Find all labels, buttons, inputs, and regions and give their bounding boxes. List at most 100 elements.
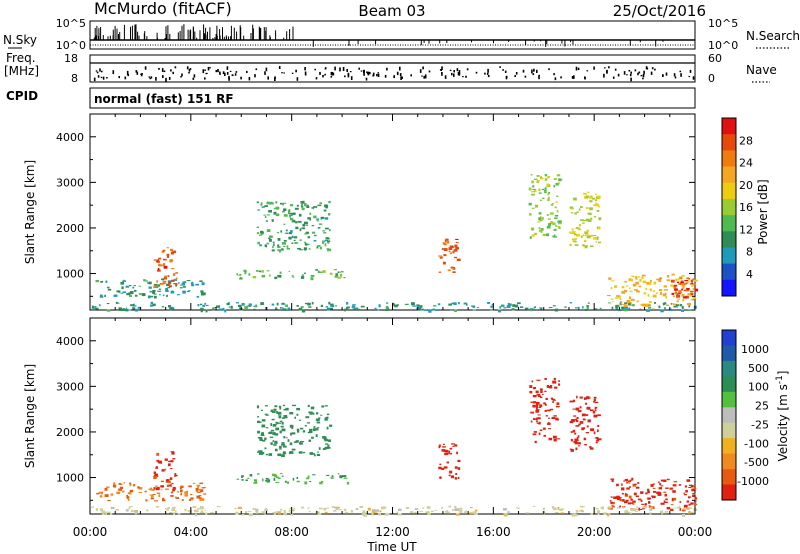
data-cell — [444, 449, 448, 453]
data-cell — [664, 302, 667, 305]
data-cell — [597, 512, 600, 515]
data-cell — [308, 248, 311, 250]
data-cell — [255, 270, 259, 272]
data-cell — [546, 385, 550, 388]
data-cell — [531, 234, 535, 237]
nave-point — [536, 69, 538, 73]
data-cell — [153, 474, 158, 477]
data-cell — [439, 256, 443, 259]
data-cell — [584, 239, 587, 243]
data-cell — [279, 307, 282, 309]
data-cell — [189, 499, 194, 501]
data-cell — [353, 308, 357, 310]
data-cell — [110, 506, 115, 509]
data-cell — [570, 438, 573, 442]
data-cell — [597, 429, 599, 433]
data-patch — [670, 278, 699, 299]
data-cell — [276, 206, 279, 210]
nave-point — [680, 73, 682, 77]
data-cell — [570, 208, 574, 210]
data-cell — [454, 444, 458, 447]
data-cell — [301, 227, 305, 230]
data-cell — [539, 404, 543, 408]
nave-point — [315, 77, 318, 80]
data-cell — [260, 230, 264, 234]
data-cell — [256, 201, 259, 204]
nave-point — [255, 68, 258, 71]
data-cell — [260, 202, 263, 205]
data-cell — [299, 419, 302, 421]
data-cell — [531, 191, 535, 193]
data-cell — [673, 480, 678, 483]
data-cell — [579, 421, 584, 424]
data-cell — [294, 207, 299, 210]
nave-point — [246, 70, 248, 73]
data-cell — [261, 419, 266, 422]
nave-point — [369, 71, 371, 75]
data-cell — [195, 283, 199, 286]
data-cell — [337, 473, 340, 475]
data-cell — [613, 496, 618, 499]
data-cell — [171, 508, 175, 511]
data-cell — [239, 277, 243, 280]
data-cell — [175, 277, 178, 279]
data-cell — [281, 442, 285, 444]
data-cell — [615, 305, 618, 309]
station-title: McMurdo (fitACF) — [94, 0, 232, 18]
data-cell — [680, 281, 685, 284]
data-cell — [172, 458, 176, 460]
data-cell — [306, 243, 310, 245]
data-cell — [264, 437, 267, 441]
data-cell — [334, 305, 338, 307]
data-cell — [317, 451, 319, 453]
colorbar-tick-label: 8 — [746, 246, 753, 259]
data-cell — [307, 217, 311, 220]
nave-point — [342, 67, 345, 71]
data-cell — [186, 280, 191, 282]
nave-point — [377, 72, 380, 74]
nave-point — [531, 69, 533, 74]
data-cell — [272, 512, 276, 514]
data-cell — [287, 481, 290, 484]
colorbar-cell — [722, 166, 736, 183]
colorbar-tick-label: 100 — [748, 381, 769, 394]
nave-point — [396, 71, 399, 76]
data-cell — [187, 510, 190, 512]
data-cell — [180, 485, 184, 488]
data-cell — [170, 268, 175, 270]
data-cell — [503, 508, 507, 511]
data-cell — [196, 495, 200, 499]
data-patch — [256, 200, 332, 253]
data-cell — [641, 508, 645, 510]
data-cell — [257, 437, 262, 439]
data-cell — [442, 450, 446, 452]
data-cell — [153, 259, 158, 261]
data-cell — [539, 307, 543, 309]
data-cell — [677, 281, 679, 284]
data-cell — [623, 480, 625, 482]
data-cell — [247, 477, 250, 479]
data-cell — [453, 249, 458, 252]
data-cell — [120, 292, 124, 294]
data-cell — [655, 292, 658, 294]
data-cell — [577, 306, 580, 310]
data-cell — [273, 243, 275, 247]
data-cell — [673, 497, 677, 501]
data-cell — [197, 304, 200, 307]
data-cell — [662, 293, 666, 297]
data-cell — [675, 306, 678, 308]
data-cell — [361, 512, 366, 514]
data-cell — [663, 479, 667, 482]
data-cell — [285, 304, 288, 307]
data-cell — [529, 213, 532, 216]
data-cell — [317, 270, 320, 274]
data-cell — [438, 445, 441, 449]
data-cell — [314, 454, 316, 457]
data-cell — [512, 304, 516, 307]
data-cell — [457, 459, 461, 463]
data-cell — [304, 241, 307, 244]
data-cell — [455, 473, 458, 475]
data-cell — [532, 404, 536, 408]
data-cell — [380, 506, 385, 510]
nave-point — [401, 76, 403, 79]
